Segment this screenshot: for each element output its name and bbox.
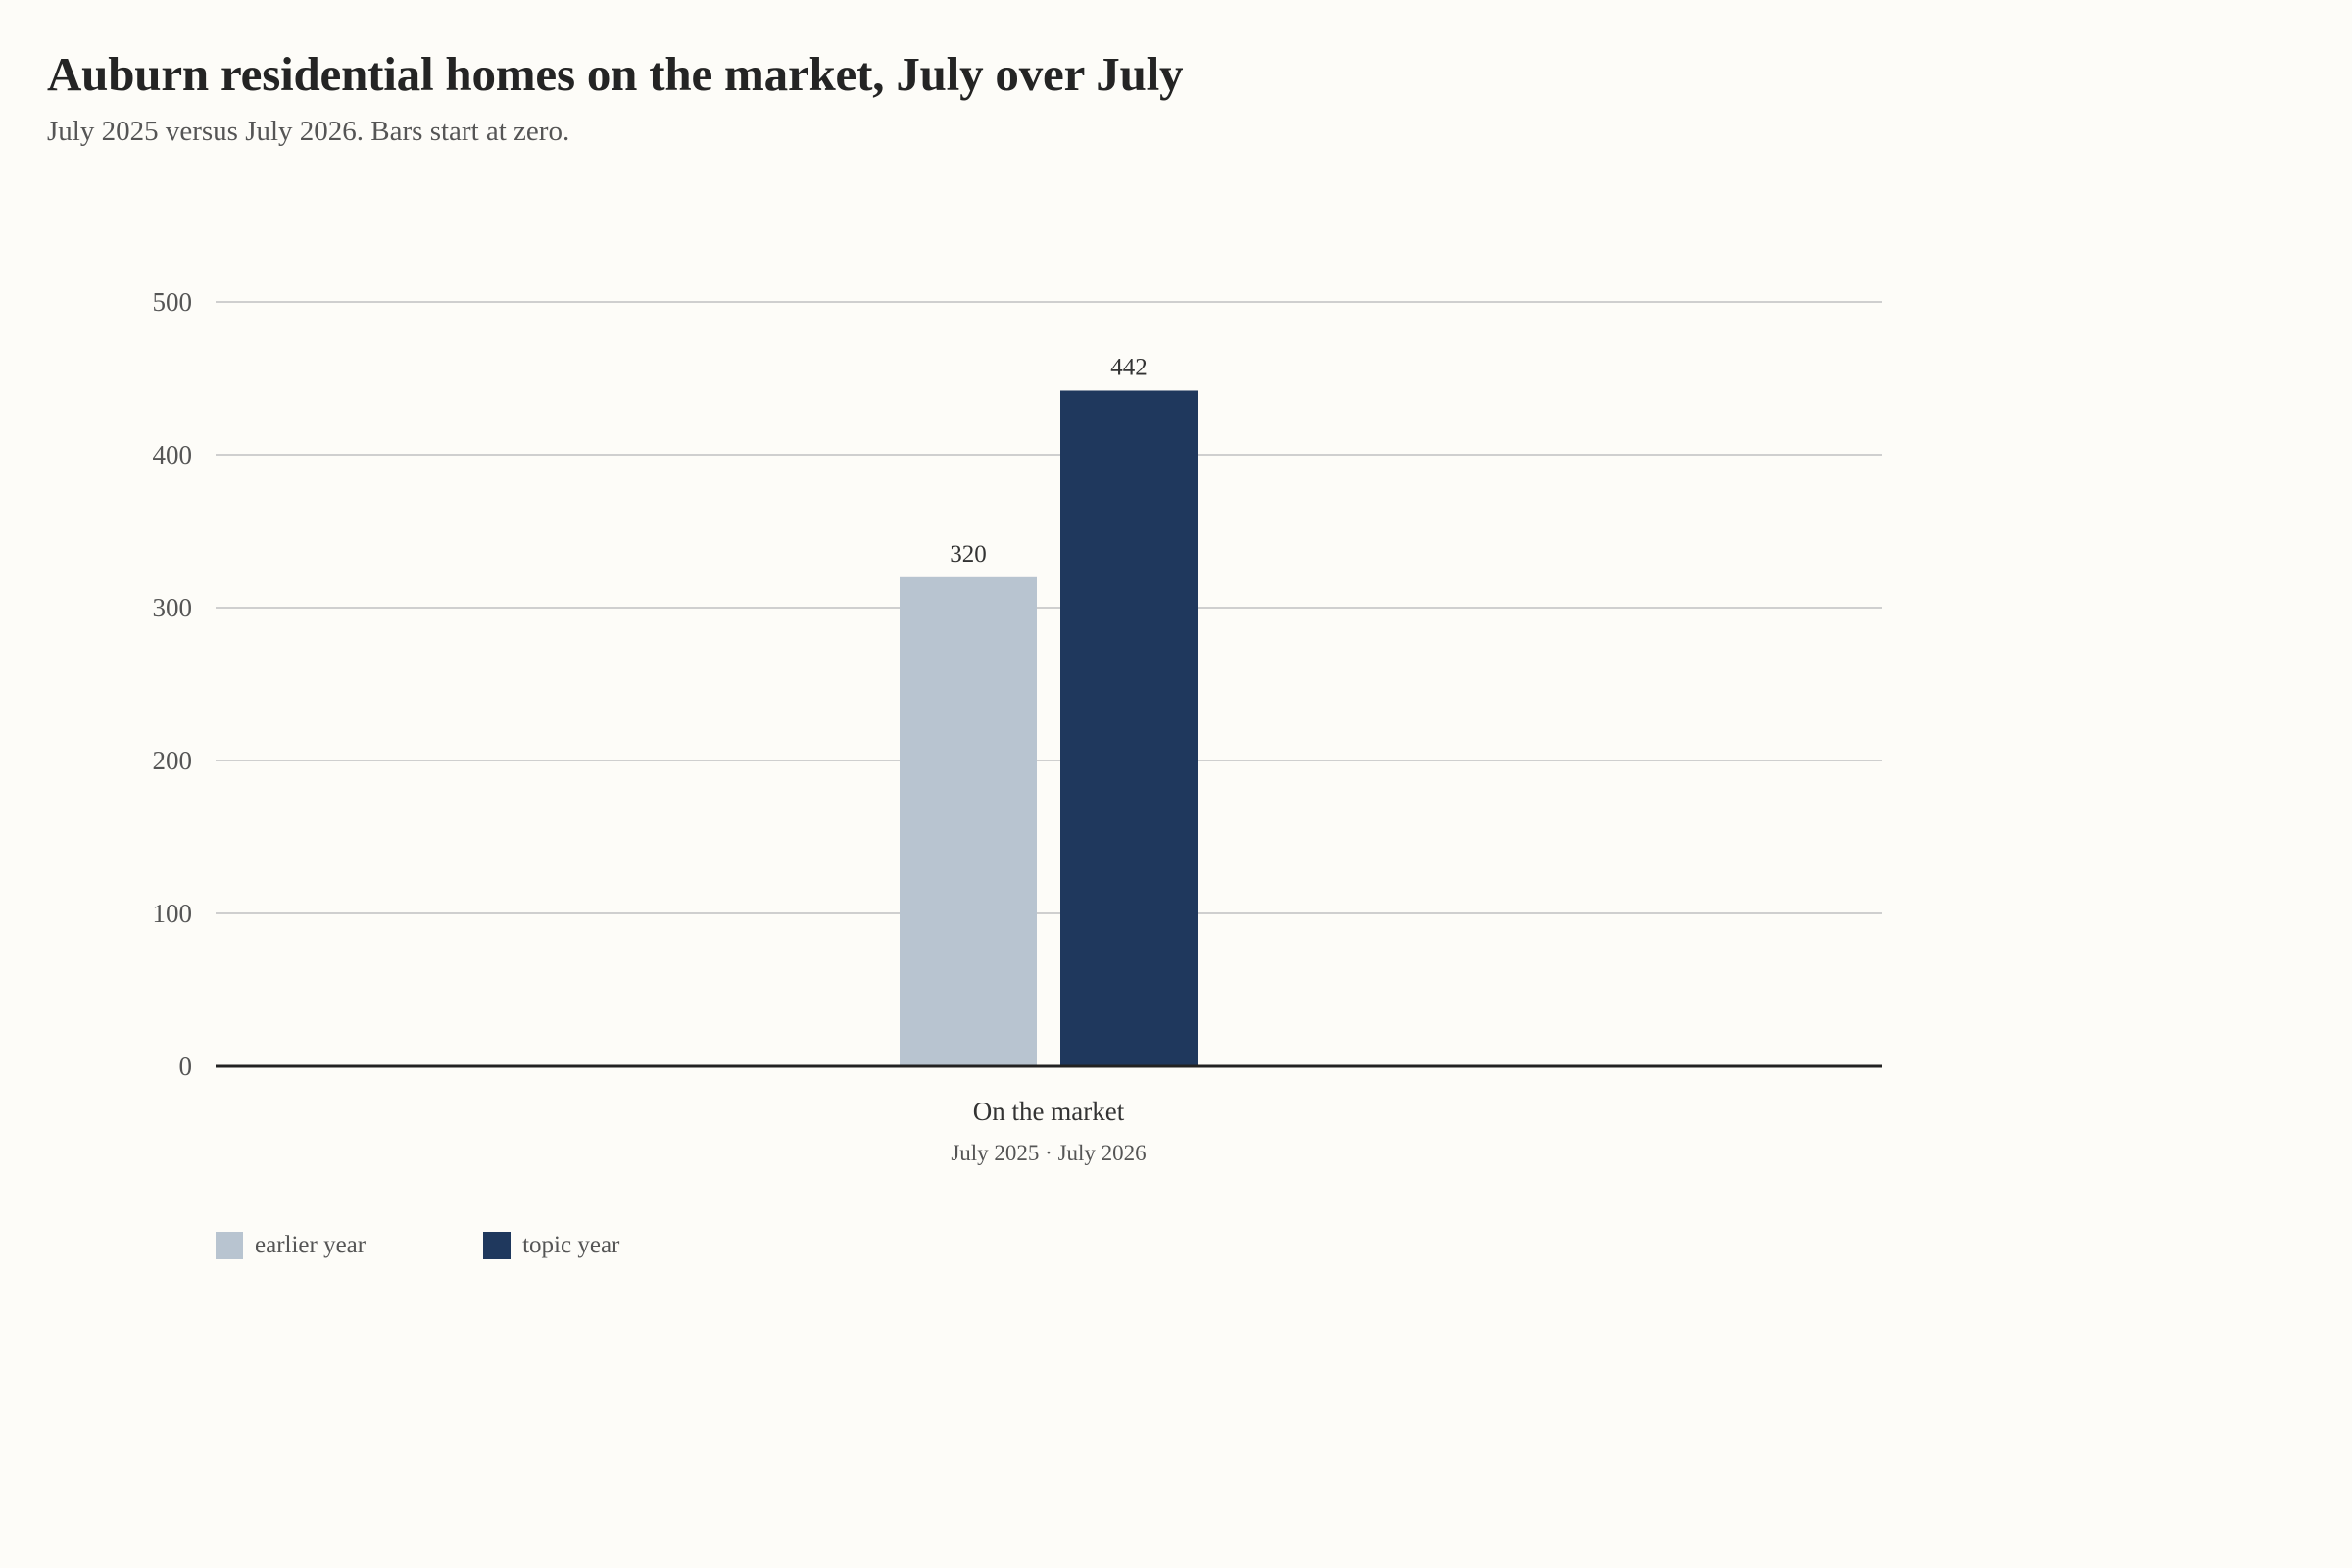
- chart-subtitle: July 2025 versus July 2026. Bars start a…: [47, 116, 570, 147]
- data-label: 442: [1110, 354, 1148, 380]
- y-tick-label: 200: [153, 746, 193, 775]
- legend-label-earlier-year: earlier year: [255, 1232, 367, 1258]
- bars: [900, 390, 1198, 1067]
- category-sublabel: July 2025 · July 2026: [951, 1141, 1146, 1165]
- y-tick-label: 500: [153, 287, 193, 317]
- legend-swatch-topic-year: [483, 1232, 512, 1259]
- chart-title: Auburn residential homes on the market, …: [47, 47, 1184, 101]
- y-tick-label: 300: [153, 593, 193, 622]
- y-axis-ticks: 0 100 200 300 400 500: [153, 287, 193, 1081]
- data-label: 320: [950, 541, 987, 567]
- bar-earlier-year: [900, 576, 1037, 1066]
- legend: earlier year topic year: [216, 1231, 737, 1260]
- y-tick-label: 400: [153, 440, 193, 469]
- legend-item-topic-year: topic year: [483, 1231, 619, 1260]
- category-label: On the market: [973, 1097, 1125, 1126]
- category-labels: On the market July 2025 · July 2026: [951, 1097, 1146, 1165]
- y-tick-label: 0: [179, 1052, 193, 1081]
- y-tick-label: 100: [153, 899, 193, 928]
- legend-item-earlier-year: earlier year: [216, 1231, 366, 1260]
- gridlines: [216, 301, 1882, 914]
- legend-swatch-earlier-year: [216, 1232, 243, 1259]
- legend-label-topic-year: topic year: [522, 1232, 620, 1258]
- bar-topic-year: [1060, 390, 1198, 1067]
- data-labels: 320 442: [950, 354, 1148, 566]
- chart-header: Auburn residential homes on the market, …: [47, 43, 2301, 149]
